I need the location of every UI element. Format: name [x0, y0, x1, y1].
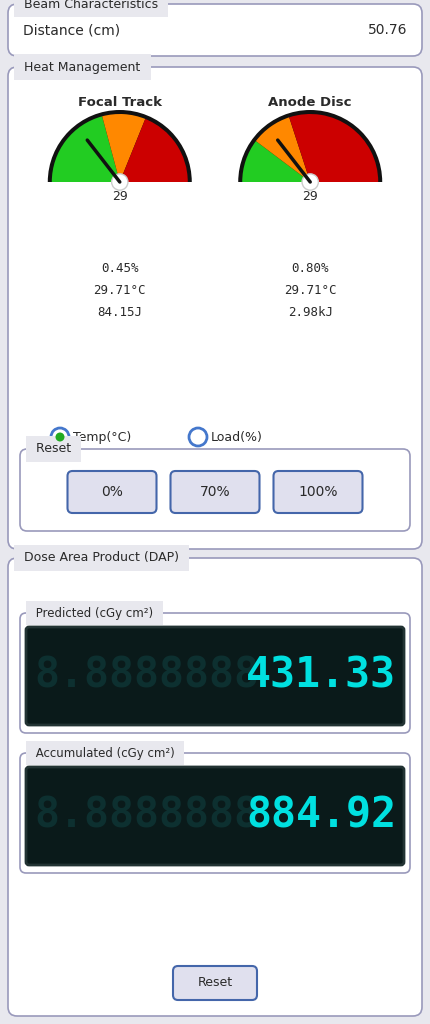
Circle shape [51, 428, 69, 446]
Text: 29.71°C: 29.71°C [284, 284, 336, 297]
Text: 0%: 0% [101, 485, 123, 499]
Text: 0.45%: 0.45% [101, 261, 138, 274]
Wedge shape [52, 117, 120, 182]
Wedge shape [238, 110, 382, 182]
Wedge shape [289, 114, 378, 182]
Text: 29.71°C: 29.71°C [94, 284, 146, 297]
Text: Accumulated (cGy cm²): Accumulated (cGy cm²) [32, 746, 178, 760]
FancyBboxPatch shape [8, 67, 422, 549]
Text: Distance (cm): Distance (cm) [23, 23, 120, 37]
Text: Load(%): Load(%) [211, 430, 263, 443]
Text: 8.8888888: 8.8888888 [34, 655, 259, 697]
FancyBboxPatch shape [20, 753, 410, 873]
Wedge shape [102, 114, 145, 182]
Text: 70%: 70% [200, 485, 230, 499]
FancyBboxPatch shape [173, 966, 257, 1000]
Circle shape [112, 174, 128, 190]
FancyBboxPatch shape [26, 767, 404, 865]
Text: 29: 29 [112, 190, 128, 203]
Wedge shape [120, 119, 188, 182]
Text: Heat Management: Heat Management [20, 60, 144, 74]
Circle shape [55, 432, 64, 441]
Text: 8.8888888: 8.8888888 [34, 795, 259, 837]
Text: Beam Characteristics: Beam Characteristics [20, 0, 162, 10]
Text: 50.76: 50.76 [368, 23, 407, 37]
FancyBboxPatch shape [273, 471, 362, 513]
Wedge shape [48, 110, 192, 182]
Text: Temp(°C): Temp(°C) [73, 430, 131, 443]
FancyBboxPatch shape [68, 471, 157, 513]
Wedge shape [242, 141, 310, 182]
Circle shape [302, 174, 318, 190]
Text: 84.15J: 84.15J [97, 305, 142, 318]
Text: 0.80%: 0.80% [292, 261, 329, 274]
Text: Reset: Reset [197, 977, 233, 989]
Wedge shape [256, 118, 310, 182]
Text: Predicted (cGy cm²): Predicted (cGy cm²) [32, 606, 157, 620]
Text: Anode Disc: Anode Disc [268, 96, 352, 109]
FancyBboxPatch shape [171, 471, 259, 513]
Text: Focal Track: Focal Track [78, 96, 162, 109]
Text: 884.92: 884.92 [246, 795, 396, 837]
FancyBboxPatch shape [8, 4, 422, 56]
Text: Dose Area Product (DAP): Dose Area Product (DAP) [20, 552, 183, 564]
Text: Reset: Reset [32, 442, 75, 456]
FancyBboxPatch shape [26, 627, 404, 725]
Text: 431.33: 431.33 [246, 655, 396, 697]
FancyBboxPatch shape [20, 613, 410, 733]
Text: 2.98kJ: 2.98kJ [288, 305, 333, 318]
FancyBboxPatch shape [20, 449, 410, 531]
Text: 29: 29 [302, 190, 318, 203]
Circle shape [189, 428, 207, 446]
Text: 100%: 100% [298, 485, 338, 499]
FancyBboxPatch shape [8, 558, 422, 1016]
